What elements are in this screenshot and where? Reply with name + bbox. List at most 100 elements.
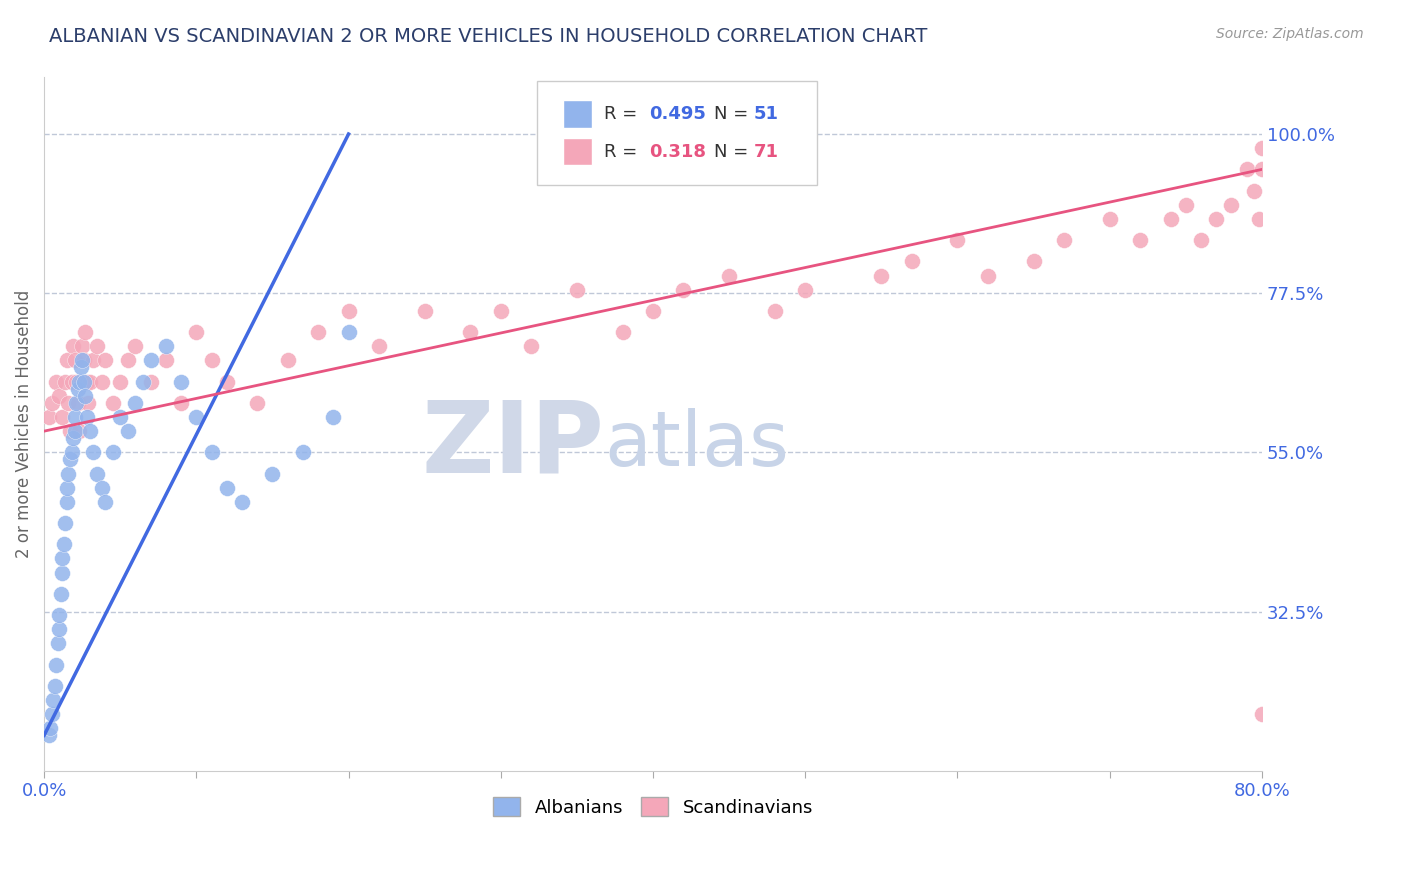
Point — [1022, 254, 1045, 268]
Point — [59, 424, 82, 438]
Point — [139, 375, 162, 389]
Point — [124, 396, 146, 410]
Point — [45, 375, 67, 389]
Text: ZIP: ZIP — [422, 396, 605, 493]
Point — [110, 375, 132, 389]
Point — [65, 375, 87, 389]
Point — [48, 389, 70, 403]
Point — [870, 268, 893, 283]
Point — [946, 233, 969, 247]
Point — [75, 389, 97, 403]
Point — [67, 375, 90, 389]
Point — [52, 537, 75, 551]
Point — [186, 325, 208, 339]
Point — [86, 339, 108, 353]
Point — [46, 636, 69, 650]
Point — [63, 353, 86, 368]
Text: N =: N = — [714, 105, 754, 123]
Point — [82, 353, 104, 368]
Point — [246, 396, 269, 410]
Point — [66, 382, 89, 396]
Point — [38, 728, 60, 742]
Point — [44, 679, 66, 693]
Text: atlas: atlas — [605, 408, 789, 482]
Point — [60, 445, 83, 459]
Point — [56, 481, 79, 495]
Point — [67, 424, 90, 438]
Text: 71: 71 — [754, 143, 779, 161]
Point — [69, 360, 91, 375]
Point — [262, 467, 284, 481]
Point — [42, 693, 65, 707]
Point — [170, 375, 193, 389]
Point — [117, 424, 139, 438]
Point — [460, 325, 482, 339]
Point — [1129, 233, 1152, 247]
Point — [1247, 211, 1270, 226]
Point — [55, 516, 77, 530]
Point — [977, 268, 1000, 283]
Point — [94, 495, 117, 509]
Point — [1251, 162, 1274, 177]
Point — [51, 551, 73, 566]
Text: R =: R = — [605, 105, 644, 123]
Point — [62, 339, 84, 353]
Point — [49, 587, 72, 601]
Point — [155, 339, 177, 353]
Point — [60, 375, 83, 389]
Point — [39, 721, 62, 735]
Point — [63, 424, 86, 438]
Point — [1189, 233, 1212, 247]
Point — [110, 409, 132, 424]
Point — [63, 409, 86, 424]
Point — [413, 304, 436, 318]
FancyBboxPatch shape — [562, 100, 592, 128]
Text: 51: 51 — [754, 105, 779, 123]
Point — [76, 375, 98, 389]
Point — [1174, 198, 1197, 212]
Point — [58, 467, 80, 481]
Legend: Albanians, Scandinavians: Albanians, Scandinavians — [486, 790, 820, 824]
Point — [277, 353, 299, 368]
Point — [70, 339, 93, 353]
Point — [900, 254, 922, 268]
Point — [155, 353, 177, 368]
Point — [101, 445, 124, 459]
Point — [1205, 211, 1227, 226]
Point — [337, 304, 360, 318]
Point — [672, 283, 695, 297]
Point — [51, 566, 73, 580]
Point — [763, 304, 786, 318]
Point — [56, 353, 79, 368]
FancyBboxPatch shape — [562, 137, 592, 166]
Point — [1160, 211, 1182, 226]
Point — [231, 495, 253, 509]
Point — [79, 424, 101, 438]
Point — [70, 353, 93, 368]
Point — [62, 431, 84, 445]
Point — [55, 375, 77, 389]
Point — [1251, 707, 1274, 722]
Point — [215, 375, 238, 389]
Point — [86, 467, 108, 481]
Point — [1220, 198, 1243, 212]
Point — [41, 707, 63, 722]
Point — [337, 325, 360, 339]
Point — [1251, 141, 1274, 155]
Point — [91, 375, 114, 389]
Point — [58, 396, 80, 410]
Point — [322, 409, 344, 424]
Point — [565, 283, 588, 297]
Point — [66, 396, 89, 410]
Point — [124, 339, 146, 353]
Point — [56, 495, 79, 509]
Point — [41, 396, 63, 410]
Point — [82, 445, 104, 459]
Point — [215, 481, 238, 495]
Point — [75, 325, 97, 339]
Point — [45, 657, 67, 672]
Text: ALBANIAN VS SCANDINAVIAN 2 OR MORE VEHICLES IN HOUSEHOLD CORRELATION CHART: ALBANIAN VS SCANDINAVIAN 2 OR MORE VEHIC… — [49, 27, 928, 45]
Point — [59, 452, 82, 467]
Point — [1053, 233, 1076, 247]
Point — [368, 339, 391, 353]
